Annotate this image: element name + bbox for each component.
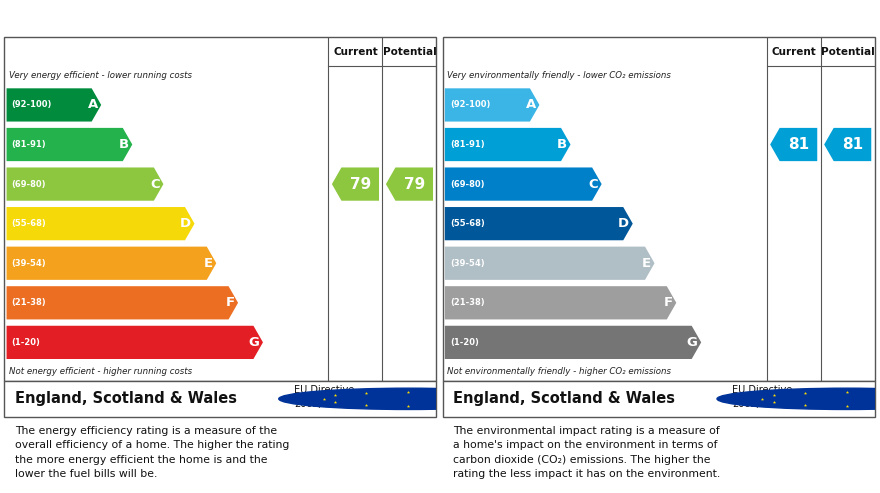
Polygon shape [825, 128, 871, 161]
Text: E: E [642, 257, 651, 270]
Text: The environmental impact rating is a measure of
a home's impact on the environme: The environmental impact rating is a mea… [453, 426, 721, 479]
Text: Energy Efficiency Rating: Energy Efficiency Rating [15, 9, 255, 28]
Text: (1-20): (1-20) [450, 338, 479, 347]
Polygon shape [444, 168, 602, 201]
Polygon shape [444, 246, 655, 280]
Text: (39-54): (39-54) [11, 259, 47, 268]
Text: Very environmentally friendly - lower CO₂ emissions: Very environmentally friendly - lower CO… [447, 71, 671, 80]
Text: E: E [203, 257, 213, 270]
Text: A: A [525, 99, 536, 111]
Text: (81-91): (81-91) [11, 140, 47, 149]
Text: EU Directive
2002/91/EC: EU Directive 2002/91/EC [294, 386, 354, 409]
Text: (39-54): (39-54) [450, 259, 485, 268]
Text: Environmental Impact (CO₂) Rating: Environmental Impact (CO₂) Rating [453, 9, 797, 28]
Text: A: A [87, 99, 98, 111]
Polygon shape [444, 128, 570, 161]
Text: G: G [687, 336, 698, 349]
Text: England, Scotland & Wales: England, Scotland & Wales [453, 391, 676, 406]
Polygon shape [6, 128, 132, 161]
Text: (69-80): (69-80) [450, 179, 485, 189]
Text: 81: 81 [842, 137, 863, 152]
Text: 81: 81 [788, 137, 810, 152]
Text: The energy efficiency rating is a measure of the
overall efficiency of a home. T: The energy efficiency rating is a measur… [15, 426, 290, 479]
Polygon shape [6, 168, 164, 201]
Text: D: D [180, 217, 191, 230]
Text: Potential: Potential [821, 47, 875, 57]
Text: Potential: Potential [383, 47, 436, 57]
Text: EU Directive
2002/91/EC: EU Directive 2002/91/EC [732, 386, 792, 409]
Text: F: F [664, 296, 673, 309]
Text: Not environmentally friendly - higher CO₂ emissions: Not environmentally friendly - higher CO… [447, 367, 671, 376]
Polygon shape [332, 168, 379, 201]
Text: (92-100): (92-100) [11, 101, 52, 109]
Text: Not energy efficient - higher running costs: Not energy efficient - higher running co… [9, 367, 192, 376]
Polygon shape [6, 286, 238, 319]
Text: (55-68): (55-68) [11, 219, 47, 228]
Polygon shape [6, 207, 194, 240]
Polygon shape [386, 168, 433, 201]
Text: 79: 79 [350, 176, 371, 192]
Circle shape [717, 388, 880, 410]
Text: Current: Current [334, 47, 378, 57]
Text: B: B [119, 138, 128, 151]
Text: (55-68): (55-68) [450, 219, 485, 228]
Polygon shape [770, 128, 818, 161]
Text: D: D [618, 217, 629, 230]
Polygon shape [444, 207, 633, 240]
Text: F: F [225, 296, 235, 309]
Text: (92-100): (92-100) [450, 101, 490, 109]
Text: 79: 79 [404, 176, 425, 192]
Polygon shape [444, 286, 677, 319]
Polygon shape [444, 88, 539, 122]
Text: B: B [557, 138, 567, 151]
Text: Current: Current [772, 47, 816, 57]
Polygon shape [6, 88, 101, 122]
Polygon shape [6, 246, 216, 280]
Text: C: C [150, 177, 160, 191]
Text: (21-38): (21-38) [11, 298, 47, 307]
Polygon shape [444, 326, 701, 359]
Text: (1-20): (1-20) [11, 338, 40, 347]
Text: C: C [589, 177, 598, 191]
Circle shape [279, 388, 538, 410]
Text: (21-38): (21-38) [450, 298, 485, 307]
Text: G: G [249, 336, 260, 349]
Text: Very energy efficient - lower running costs: Very energy efficient - lower running co… [9, 71, 192, 80]
Text: (81-91): (81-91) [450, 140, 485, 149]
Polygon shape [6, 326, 263, 359]
Text: England, Scotland & Wales: England, Scotland & Wales [15, 391, 238, 406]
Text: (69-80): (69-80) [11, 179, 47, 189]
